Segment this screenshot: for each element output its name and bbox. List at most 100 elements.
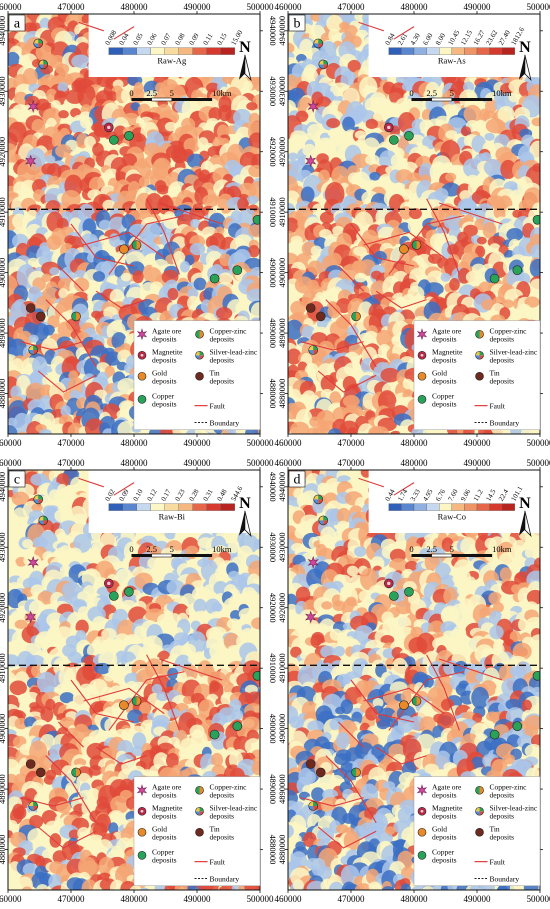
copper-zinc-marker bbox=[131, 240, 142, 250]
legend-label: Copper-zinc bbox=[490, 782, 528, 791]
fault-line bbox=[78, 21, 104, 32]
y-tick-label-left: 4940000 bbox=[277, 16, 287, 46]
copper-marker bbox=[489, 729, 500, 740]
y-tick-label-right: 4930000 bbox=[268, 76, 278, 106]
x-tick-label-top: 500000 bbox=[247, 458, 275, 468]
copper-marker bbox=[124, 131, 134, 141]
legend-label: Copper-zinc bbox=[210, 326, 248, 335]
fault-line bbox=[146, 654, 180, 731]
legend-label: Fault bbox=[210, 858, 226, 867]
scale-bar-label: 2.5 bbox=[146, 544, 157, 554]
legend-label: Agate ore bbox=[432, 326, 462, 335]
north-arrow-icon bbox=[238, 510, 245, 536]
north-arrow-icon-half bbox=[244, 54, 252, 82]
y-tick-label-left: 4880000 bbox=[0, 835, 7, 865]
fault-line bbox=[358, 477, 384, 488]
x-tick-label-bottom: 490000 bbox=[184, 438, 212, 448]
legend-label: Fault bbox=[490, 402, 506, 411]
gold-marker bbox=[137, 371, 147, 381]
legend-label: deposits bbox=[432, 399, 457, 408]
legend-label: deposits bbox=[490, 832, 515, 841]
gold-marker bbox=[399, 244, 409, 254]
agate-star-marker bbox=[416, 784, 428, 797]
fault-line bbox=[426, 654, 460, 731]
y-tick-label-right: 4930000 bbox=[548, 76, 550, 106]
y-tick-label-left: 4920000 bbox=[0, 593, 7, 623]
copper-marker bbox=[417, 395, 427, 404]
tin-marker bbox=[25, 759, 36, 769]
map-panel-c: c 460000 460000 470000 470000 480000 480000 490… bbox=[0, 458, 278, 904]
legend-label: deposits bbox=[432, 376, 457, 385]
x-tick-label-top: 490000 bbox=[184, 458, 212, 468]
north-label: N bbox=[519, 495, 531, 512]
y-tick-label-left: 4920000 bbox=[277, 593, 287, 623]
y-tick-label-right: 4920000 bbox=[548, 593, 550, 623]
tin-marker bbox=[315, 311, 326, 322]
copper-zinc-marker bbox=[475, 785, 484, 795]
y-tick-label-left: 4880000 bbox=[277, 379, 287, 409]
north-arrow-icon bbox=[238, 54, 245, 80]
x-tick-label-bottom: 460000 bbox=[275, 894, 303, 904]
legend-label: deposits bbox=[432, 334, 457, 343]
legend-label: Copper bbox=[432, 847, 455, 856]
magnetite-marker-core bbox=[106, 125, 112, 130]
fault-line bbox=[58, 721, 84, 748]
y-tick-label-right: 4940000 bbox=[268, 472, 278, 502]
silver-lead-zinc-marker bbox=[195, 350, 204, 360]
panel-letter-box bbox=[288, 14, 306, 32]
y-tick-label-left: 4920000 bbox=[277, 137, 287, 167]
panel-letter: c bbox=[14, 473, 20, 488]
y-tick-label-right: 4900000 bbox=[548, 714, 550, 744]
scale-bar-label: 5 bbox=[170, 544, 174, 554]
y-tick-label-left: 4890000 bbox=[0, 318, 7, 348]
copper-zinc-marker bbox=[71, 767, 81, 778]
y-tick-label-left: 4900000 bbox=[0, 714, 7, 744]
scale-bar: 0 2.5 5 10km bbox=[409, 544, 512, 558]
fault-line bbox=[363, 231, 445, 259]
legend-label: Magnetite bbox=[432, 347, 463, 356]
copper-zinc-marker bbox=[411, 696, 422, 706]
y-tick-label-right: 4940000 bbox=[548, 472, 550, 502]
copper-marker bbox=[252, 215, 260, 225]
y-tick-label-right: 4890000 bbox=[268, 774, 278, 804]
y-tick-label-left: 4910000 bbox=[277, 653, 287, 683]
legend-label: Gold bbox=[432, 368, 447, 377]
copper-zinc-marker bbox=[195, 785, 204, 795]
copper-marker bbox=[124, 586, 134, 597]
scale-bar-label: 10km bbox=[492, 544, 512, 554]
legend-label: Silver-lead-zinc bbox=[210, 347, 258, 356]
y-tick-label-right: 4920000 bbox=[268, 593, 278, 623]
tin-marker bbox=[25, 303, 36, 313]
x-tick-label-top: 490000 bbox=[184, 2, 212, 12]
x-tick-label-bottom: 470000 bbox=[338, 438, 366, 448]
legend-label: deposits bbox=[490, 334, 515, 343]
north-label: N bbox=[519, 39, 531, 56]
x-tick-label-top: 460000 bbox=[275, 2, 303, 12]
legend: Agate oredepositsCopper-zincdepositsMagn… bbox=[413, 320, 541, 431]
north-arrow-icon-half bbox=[244, 510, 252, 538]
y-tick-label-left: 4880000 bbox=[0, 379, 7, 409]
fault-line bbox=[300, 797, 364, 807]
legend-label: Boundary bbox=[210, 874, 240, 883]
fault-line bbox=[95, 746, 147, 765]
tin-marker bbox=[35, 767, 46, 778]
scale-bar-label: 10km bbox=[492, 88, 512, 98]
fault-line bbox=[317, 370, 377, 393]
silver-lead-zinc-marker bbox=[195, 806, 204, 816]
legend-label: deposits bbox=[210, 376, 235, 385]
copper-marker bbox=[252, 671, 260, 681]
fault-line bbox=[159, 202, 223, 225]
legend-label: deposits bbox=[490, 811, 515, 820]
north-label: N bbox=[239, 495, 251, 512]
copper-zinc-marker bbox=[351, 311, 361, 322]
legend-label: deposits bbox=[490, 355, 515, 364]
y-tick-label-left: 4910000 bbox=[277, 197, 287, 227]
legend-label: deposits bbox=[210, 790, 235, 799]
panel-letter: b bbox=[294, 17, 301, 32]
north-arrow-icon bbox=[518, 54, 525, 80]
copper-marker bbox=[232, 265, 243, 276]
fault-line bbox=[325, 755, 377, 824]
copper-marker bbox=[109, 135, 119, 145]
tin-marker bbox=[315, 767, 326, 778]
legend-label: deposits bbox=[432, 832, 457, 841]
